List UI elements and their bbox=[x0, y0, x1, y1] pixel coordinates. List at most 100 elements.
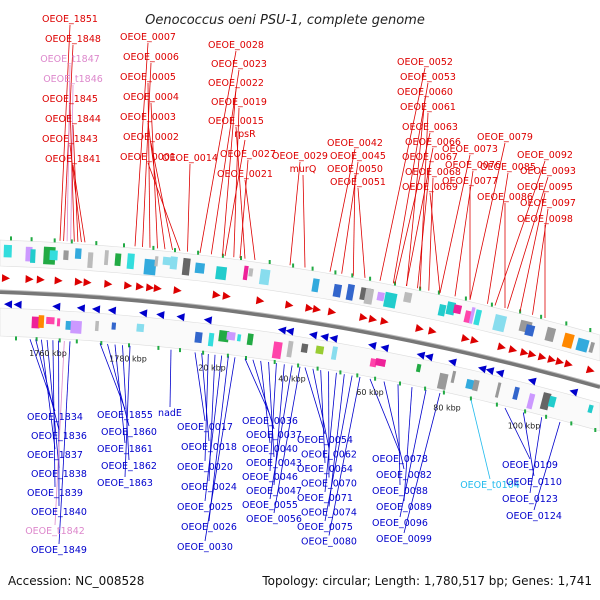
gene-label: OEOE_1855 bbox=[97, 410, 153, 421]
marker-dot bbox=[53, 238, 56, 243]
upper-feature-block bbox=[561, 332, 575, 349]
gene-label: OEOE_0061 bbox=[400, 102, 456, 113]
gene-label: OEOE_1836 bbox=[31, 431, 87, 442]
gene-label: OEOE_0066 bbox=[405, 137, 461, 148]
upper-feature-block bbox=[87, 252, 94, 269]
leader-line bbox=[529, 417, 543, 494]
forward-gene-arrow bbox=[461, 333, 470, 342]
reverse-gene-arrow bbox=[448, 358, 457, 367]
gene-label: OEOE_0074 bbox=[301, 508, 357, 519]
lower-feature-block bbox=[300, 343, 309, 353]
gene-label: OEOE_0109 bbox=[502, 460, 558, 471]
map-title: Oenococcus oeni PSU-1, complete genome bbox=[145, 13, 425, 28]
gene-label: OEOE_0017 bbox=[177, 422, 233, 433]
reverse-gene-arrow bbox=[477, 365, 487, 374]
marker-dot bbox=[15, 336, 17, 341]
reverse-gene-arrow bbox=[156, 311, 165, 320]
forward-gene-arrow bbox=[427, 326, 437, 335]
kbp-label: 40 kbp bbox=[278, 375, 306, 384]
gene-label: OEOE_0020 bbox=[177, 462, 233, 473]
leader-line bbox=[41, 339, 56, 450]
lower-feature-block bbox=[471, 379, 480, 392]
gene-label: OEOE_1834 bbox=[27, 412, 83, 423]
reverse-gene-arrow bbox=[368, 342, 377, 350]
gene-label: rpsR bbox=[234, 129, 256, 140]
marker-dot bbox=[123, 243, 125, 248]
gene-label: OEOE_0124 bbox=[506, 511, 562, 522]
lower-feature-block bbox=[315, 345, 325, 355]
leader-line bbox=[52, 340, 56, 488]
forward-gene-arrow bbox=[380, 316, 389, 325]
gene-label: OEOE_0026 bbox=[181, 522, 237, 533]
lower-feature-block bbox=[70, 320, 82, 334]
gene-label: OEOE_0073 bbox=[442, 144, 498, 155]
leader-line bbox=[124, 345, 131, 478]
upper-feature-block bbox=[363, 288, 375, 305]
gene-label: OEOE_1851 bbox=[42, 14, 98, 25]
marker-dot bbox=[316, 366, 319, 371]
marker-dot bbox=[95, 241, 98, 246]
gene-label: OEOE_1861 bbox=[97, 444, 153, 455]
marker-dot bbox=[399, 381, 401, 386]
upper-feature-block bbox=[154, 256, 159, 267]
reverse-gene-arrow bbox=[4, 300, 13, 309]
marker-dot bbox=[30, 237, 33, 242]
leader-line bbox=[399, 389, 427, 518]
marker-dot bbox=[273, 360, 276, 364]
lower-feature-block bbox=[38, 315, 45, 329]
leader-line bbox=[114, 344, 126, 444]
marker-dot bbox=[35, 337, 38, 342]
gene-label: OEOE_0085 bbox=[480, 162, 536, 173]
forward-gene-arrow bbox=[312, 304, 322, 313]
marker-dot bbox=[70, 239, 73, 244]
marker-dot bbox=[339, 370, 342, 375]
gene-label: OEOE_0056 bbox=[246, 514, 302, 525]
forward-gene-arrow bbox=[519, 347, 529, 356]
marker-dot bbox=[202, 350, 205, 355]
gene-label: OEOE_0003 bbox=[120, 112, 176, 123]
leader-line bbox=[224, 139, 246, 257]
leader-line bbox=[210, 69, 240, 255]
marker-dot bbox=[157, 345, 160, 350]
marker-dot bbox=[334, 270, 337, 275]
lower-feature-block bbox=[587, 404, 594, 414]
leader-line bbox=[150, 142, 173, 250]
forward-gene-arrow bbox=[547, 354, 556, 363]
gene-label: OEOE_0024 bbox=[181, 482, 237, 493]
gene-label: OEOE_0001 bbox=[120, 152, 176, 163]
upper-feature-block bbox=[29, 249, 36, 264]
forward-gene-arrow bbox=[212, 290, 221, 299]
leader-line bbox=[107, 343, 130, 427]
gene-label: OEOE_t1847 bbox=[40, 54, 100, 65]
gene-label: OEOE_t0104 bbox=[460, 480, 520, 491]
lower-feature-block bbox=[547, 395, 557, 408]
kbp-label: 1760 kbp bbox=[29, 349, 67, 358]
upper-feature-block bbox=[114, 253, 122, 267]
leader-line bbox=[533, 421, 561, 511]
leader-line bbox=[428, 177, 434, 291]
leader-line bbox=[406, 97, 426, 287]
leader-line bbox=[252, 359, 275, 430]
gene-label: OEOE_0075 bbox=[297, 522, 353, 533]
lower-feature-block bbox=[136, 323, 145, 333]
lower-feature-block bbox=[194, 331, 203, 344]
gene-label: OEOE_0004 bbox=[123, 92, 179, 103]
forward-gene-arrow bbox=[222, 291, 231, 300]
marker-dot bbox=[226, 353, 229, 358]
gene-label: OEOE_0099 bbox=[376, 534, 432, 545]
lower-feature-block bbox=[526, 393, 536, 410]
gene-label: OEOE_0022 bbox=[208, 78, 264, 89]
gene-label: OEOE_0098 bbox=[517, 214, 573, 225]
genome-backbone bbox=[0, 289, 600, 389]
gene-label: OEOE_0047 bbox=[246, 486, 302, 497]
gene-label: OEOE_1844 bbox=[45, 114, 101, 125]
leader-line bbox=[352, 174, 356, 276]
gene-label: nadE bbox=[158, 408, 182, 419]
gene-label: OEOE_0071 bbox=[297, 493, 353, 504]
kbp-label: 1780 kbp bbox=[109, 355, 147, 364]
reverse-gene-arrow bbox=[320, 333, 329, 342]
marker-dot bbox=[570, 421, 573, 426]
leader-line bbox=[273, 366, 301, 514]
leader-line bbox=[169, 349, 172, 408]
lower-feature-block bbox=[226, 331, 236, 341]
